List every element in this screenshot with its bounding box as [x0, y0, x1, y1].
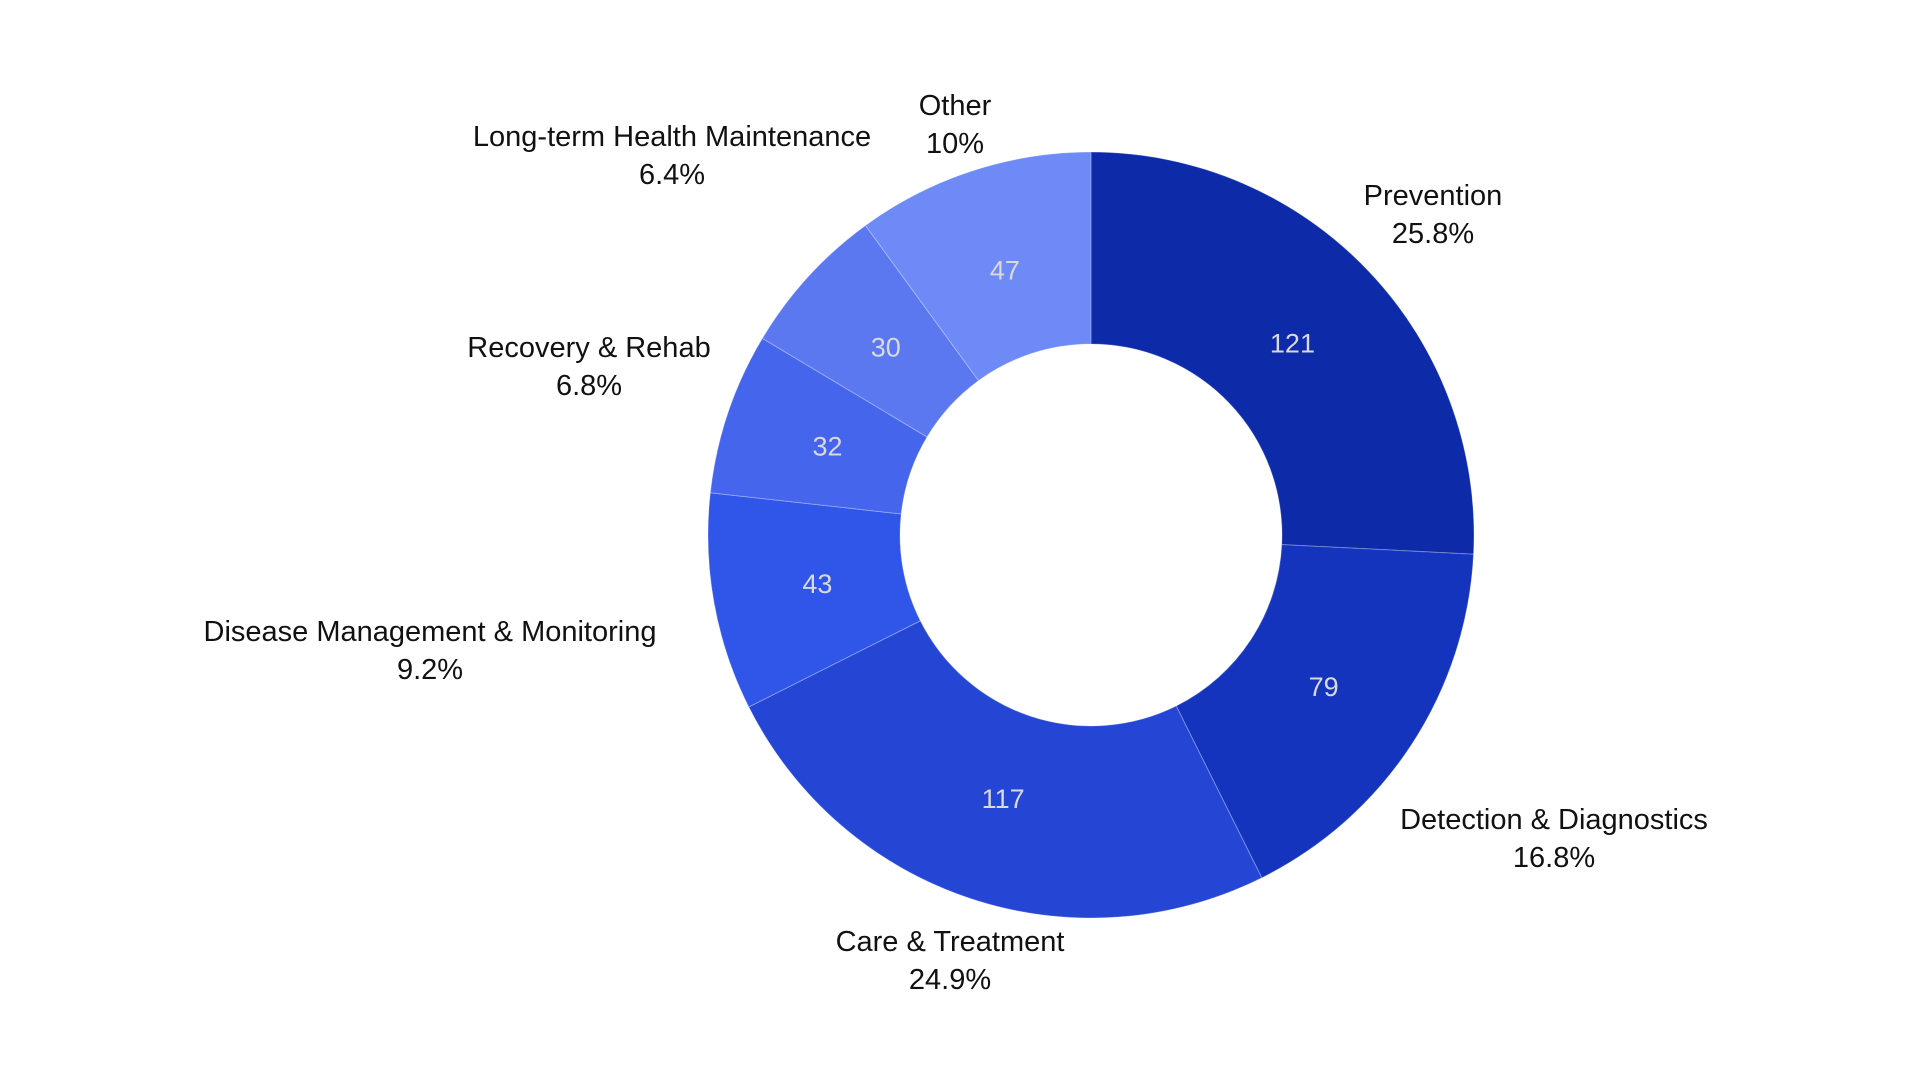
slice-label-text: Recovery & Rehab — [467, 332, 711, 364]
slice-label-text: Prevention — [1363, 180, 1503, 212]
pie-slice-other[interactable] — [864, 151, 1092, 382]
slice-label-percent: 16.8% — [1512, 842, 1596, 874]
slice-label-percent: 25.8% — [1391, 218, 1475, 250]
slice-label-percent: 10% — [925, 128, 985, 160]
slice-value-recovery-rehab: 32 — [813, 431, 843, 461]
slice-label-disease-management-monitoring: Disease Management & Monitoring 9.2% — [204, 613, 657, 689]
slice-label-prevention: Prevention 25.8% — [1364, 177, 1503, 253]
slice-value-disease-management-monitoring: 43 — [802, 569, 832, 599]
slice-label-percent: 6.4% — [638, 159, 706, 191]
slice-label-text: Other — [918, 90, 992, 122]
slice-label-care-treatment: Care & Treatment 24.9% — [836, 923, 1065, 999]
slice-label-recovery-rehab: Recovery & Rehab 6.8% — [467, 329, 710, 405]
pie-slice-long-term-health-maintenance[interactable] — [761, 224, 980, 438]
slice-label-percent: 6.8% — [555, 370, 623, 402]
slice-label-long-term-health-maintenance: Long-term Health Maintenance 6.4% — [473, 118, 871, 194]
slice-value-prevention: 121 — [1270, 328, 1315, 358]
slice-label-text: Care & Treatment — [835, 926, 1065, 958]
slice-label-percent: 24.9% — [908, 964, 992, 996]
slice-label-text: Disease Management & Monitoring — [203, 616, 657, 648]
slice-label-other: Other 10% — [919, 87, 992, 163]
slice-label-text: Long-term Health Maintenance — [472, 121, 872, 153]
slice-value-other: 47 — [990, 256, 1020, 286]
slice-value-long-term-health-maintenance: 30 — [871, 333, 901, 363]
slice-label-text: Detection & Diagnostics — [1400, 804, 1708, 836]
pie-slice-care-treatment[interactable] — [748, 620, 1263, 919]
slice-value-care-treatment: 117 — [982, 784, 1025, 814]
pie-slice-detection-diagnostics[interactable] — [1175, 544, 1475, 879]
slice-label-percent: 9.2% — [396, 654, 464, 686]
slice-label-detection-diagnostics: Detection & Diagnostics 16.8% — [1400, 801, 1708, 877]
pie-slice-prevention[interactable] — [1090, 151, 1475, 555]
pie-slice-disease-management-monitoring[interactable] — [707, 492, 921, 708]
pie-slice-recovery-rehab[interactable] — [709, 337, 928, 515]
slice-value-detection-diagnostics: 79 — [1309, 672, 1339, 702]
